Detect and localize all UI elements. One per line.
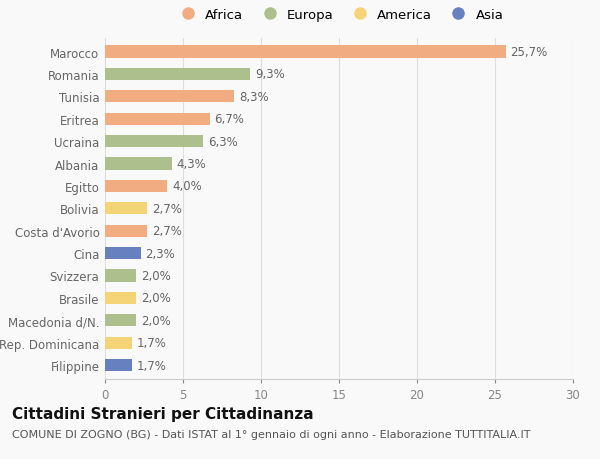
Text: 4,3%: 4,3% [177, 158, 206, 171]
Text: 6,7%: 6,7% [214, 113, 244, 126]
Bar [105, 225, 147, 237]
Bar [105, 180, 167, 193]
Text: 1,7%: 1,7% [136, 336, 166, 349]
Text: 1,7%: 1,7% [136, 359, 166, 372]
Text: 6,3%: 6,3% [208, 135, 238, 148]
Text: 9,3%: 9,3% [255, 68, 284, 81]
Text: 2,7%: 2,7% [152, 202, 182, 215]
Text: 25,7%: 25,7% [511, 46, 548, 59]
Bar [105, 136, 203, 148]
Bar [105, 247, 141, 260]
Text: 2,3%: 2,3% [146, 247, 175, 260]
Bar [105, 337, 131, 349]
Text: 8,3%: 8,3% [239, 90, 269, 104]
Bar [105, 292, 136, 304]
Bar [105, 158, 172, 170]
Text: COMUNE DI ZOGNO (BG) - Dati ISTAT al 1° gennaio di ogni anno - Elaborazione TUTT: COMUNE DI ZOGNO (BG) - Dati ISTAT al 1° … [12, 429, 530, 439]
Text: 2,0%: 2,0% [141, 269, 170, 282]
Bar [105, 46, 506, 59]
Bar [105, 270, 136, 282]
Text: 2,7%: 2,7% [152, 225, 182, 238]
Text: Cittadini Stranieri per Cittadinanza: Cittadini Stranieri per Cittadinanza [12, 406, 314, 421]
Legend: Africa, Europa, America, Asia: Africa, Europa, America, Asia [170, 5, 508, 26]
Bar [105, 359, 131, 371]
Bar [105, 113, 209, 126]
Bar [105, 314, 136, 327]
Text: 2,0%: 2,0% [141, 314, 170, 327]
Bar [105, 91, 235, 103]
Text: 2,0%: 2,0% [141, 292, 170, 305]
Bar [105, 203, 147, 215]
Text: 4,0%: 4,0% [172, 180, 202, 193]
Bar [105, 69, 250, 81]
